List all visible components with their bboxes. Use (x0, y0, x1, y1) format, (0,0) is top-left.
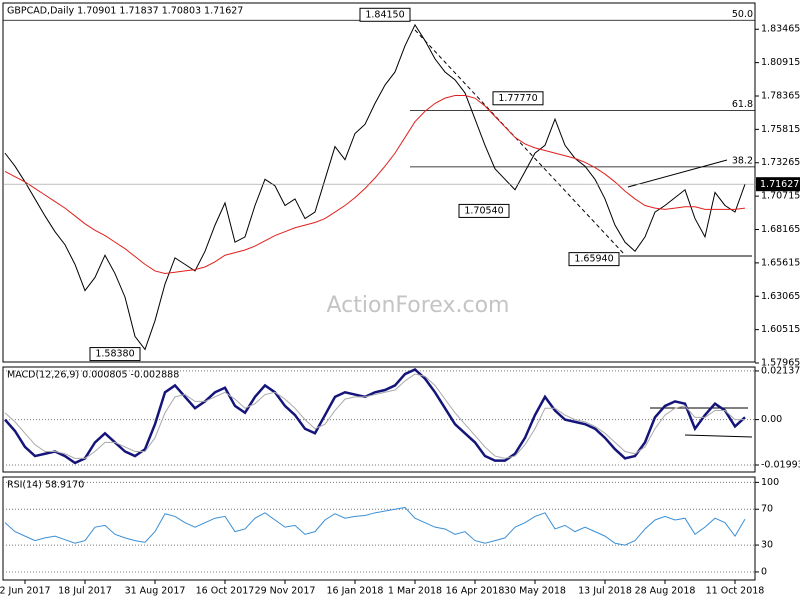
price-panel (2, 2, 756, 363)
x-tick-label: 11 Oct 2018 (706, 586, 765, 597)
y-tick-label: 1.78365 (761, 90, 800, 101)
y-tick-label: -0.019931 (761, 460, 800, 471)
y-tick-label: 1.68165 (761, 224, 800, 235)
y-tick-label: 1.70715 (761, 191, 800, 202)
price-label: 1.70540 (464, 205, 503, 216)
y-tick-label: 70 (761, 504, 773, 515)
y-tick-label: 1.80915 (761, 57, 800, 68)
trend-line (627, 159, 728, 188)
fib-label: 50.0 (732, 9, 753, 20)
y-tick-label: 1.75815 (761, 124, 800, 135)
watermark: ActionForex.com (327, 293, 510, 318)
y-tick-label: 0 (761, 566, 767, 577)
price-label-box (89, 347, 141, 362)
x-tick-label: 2 Jun 2017 (0, 586, 51, 597)
price-label-box (492, 91, 544, 106)
y-tick-label: 30 (761, 540, 773, 551)
x-tick-label: 29 Nov 2017 (255, 586, 316, 597)
series-line (4, 95, 746, 275)
series-line (4, 368, 746, 465)
x-tick-label: 13 Jul 2018 (578, 586, 632, 597)
y-tick-label: 1.83465 (761, 24, 800, 35)
price-label: 1.58380 (95, 349, 134, 360)
price-label-box (458, 203, 510, 218)
y-tick-label: 1.73265 (761, 157, 800, 168)
y-tick-label: 1.65615 (761, 257, 800, 268)
panel-title: GBPCAD,Daily 1.70901 1.71837 1.70803 1.7… (7, 6, 243, 17)
price-label-box (359, 7, 411, 22)
price-label: 1.77770 (498, 93, 537, 104)
series-line (4, 373, 745, 459)
price-label: 1.65940 (574, 254, 613, 265)
series-line (4, 506, 746, 546)
y-tick-label: 1.63065 (761, 291, 800, 302)
panel-title: MACD(12,26,9) 0.000805 -0.002888 (7, 370, 179, 381)
y-tick-label: 1.60515 (761, 324, 800, 335)
y-tick-label: 0.021372 (761, 365, 800, 376)
rsi-panel (2, 476, 756, 581)
fib-label: 61.8 (732, 99, 753, 110)
x-tick-label: 18 Jul 2017 (58, 586, 112, 597)
last-price: 1.71627 (760, 179, 799, 190)
x-tick-label: 16 Jan 2018 (327, 586, 384, 597)
x-tick-label: 31 Aug 2017 (125, 586, 186, 597)
x-tick-label: 1 Mar 2018 (388, 586, 442, 597)
x-tick-label: 16 Apr 2018 (446, 586, 505, 597)
trend-line (414, 29, 626, 256)
series-line (4, 23, 746, 351)
x-tick-label: 30 May 2018 (504, 586, 566, 597)
last-price-box (756, 177, 800, 192)
fib-label: 38.2 (732, 155, 753, 166)
x-tick-label: 28 Aug 2018 (635, 586, 696, 597)
trend-line (684, 434, 753, 438)
price-label-box (568, 252, 620, 267)
y-tick-label: 0.00 (761, 414, 782, 425)
price-label: 1.84150 (365, 9, 404, 20)
y-tick-label: 1.57965 (761, 358, 800, 369)
x-tick-label: 16 Oct 2017 (196, 586, 255, 597)
panel-title: RSI(14) 58.9170 (7, 480, 84, 491)
y-tick-label: 100 (761, 477, 779, 488)
